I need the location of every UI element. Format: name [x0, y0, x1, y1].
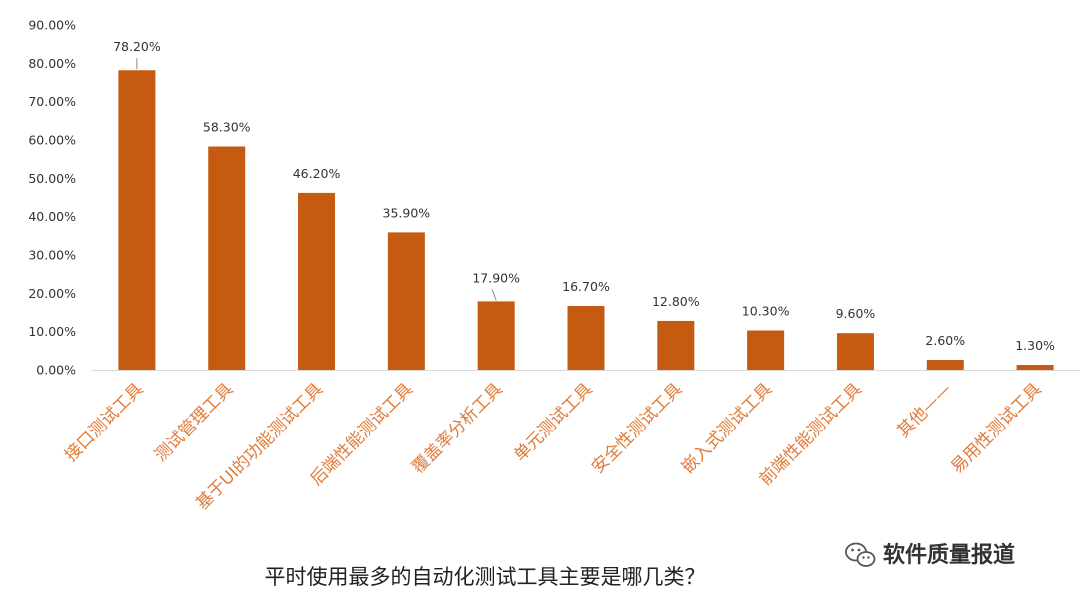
y-tick-label: 30.00%: [28, 248, 76, 263]
bars: [118, 70, 1054, 370]
data-labels: 78.20% 58.30% 46.20% 35.90% 17.90% 16.70% 12.8…: [113, 39, 1055, 353]
y-tick-label: 40.00%: [28, 209, 76, 224]
bar: [477, 301, 515, 370]
bar: [926, 360, 964, 370]
data-label: 46.20%: [293, 166, 341, 181]
watermark: 软件质量报道: [845, 542, 1015, 568]
data-label: 2.60%: [925, 333, 965, 348]
category-label: 覆盖率分析工具: [408, 379, 506, 477]
y-tick-label: 80.00%: [28, 56, 76, 71]
category-label: 单元测试工具: [510, 379, 596, 465]
data-label: 16.70%: [562, 279, 610, 294]
category-label: 易用性测试工具: [947, 379, 1045, 477]
category-label: 测试管理工具: [151, 379, 237, 465]
category-label: 安全性测试工具: [588, 379, 686, 477]
bar: [298, 192, 336, 370]
category-label: 其他——: [894, 379, 956, 441]
y-tick-label: 70.00%: [28, 94, 76, 109]
bar: [836, 333, 874, 370]
wechat-icon: [845, 542, 876, 567]
label-leader-line: [491, 289, 497, 301]
data-label: 17.90%: [472, 270, 520, 285]
category-label: 接口测试工具: [61, 379, 147, 465]
category-label: 嵌入式测试工具: [678, 379, 776, 477]
bar: [747, 330, 785, 370]
y-tick-label: 20.00%: [28, 286, 76, 301]
data-label: 35.90%: [383, 205, 431, 220]
bar: [567, 305, 605, 370]
data-label: 10.30%: [742, 304, 790, 319]
watermark-text: 软件质量报道: [883, 542, 1015, 568]
chart-title: 平时使用最多的自动化测试工具主要是哪几类？: [265, 565, 706, 589]
bar: [208, 146, 246, 370]
y-tick-label: 10.00%: [28, 324, 76, 339]
y-tick-label: 50.00%: [28, 171, 76, 186]
y-tick-label: 0.00%: [36, 363, 76, 378]
bar: [1016, 365, 1054, 370]
bar: [118, 70, 156, 370]
data-label: 12.80%: [652, 294, 700, 309]
bar: [657, 320, 695, 370]
data-label: 78.20%: [113, 39, 161, 54]
y-axis-ticks: 0.00% 10.00% 20.00% 30.00% 40.00% 50.00% 60.00…: [28, 18, 76, 378]
bar: [387, 232, 425, 370]
data-label: 58.30%: [203, 120, 251, 135]
y-tick-label: 60.00%: [28, 133, 76, 148]
data-label: 9.60%: [836, 306, 876, 321]
y-tick-label: 90.00%: [28, 18, 76, 33]
data-label: 1.30%: [1015, 338, 1055, 353]
label-leader-lines: [136, 58, 497, 301]
